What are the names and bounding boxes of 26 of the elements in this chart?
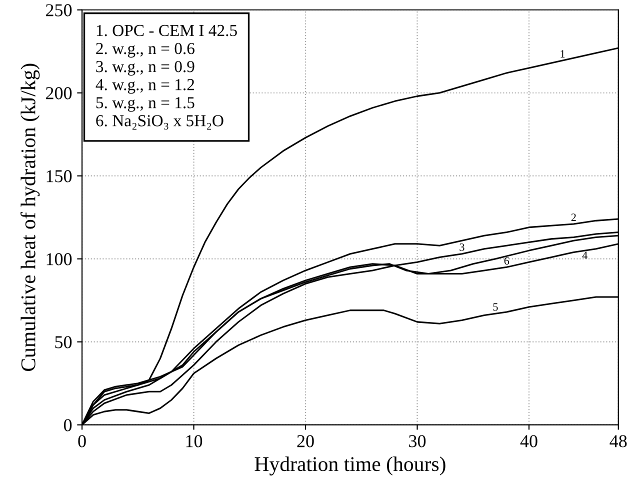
x-tick-label: 48 bbox=[610, 435, 627, 448]
annotation: 5. w.g., n = 1.5 bbox=[96, 97, 194, 112]
y-tick-label: 50 bbox=[55, 336, 72, 348]
x-tick-label: 10 bbox=[186, 435, 202, 448]
y-tick-label: 250 bbox=[46, 4, 72, 16]
annotation: 1. OPC - CEM I 42.5 bbox=[96, 24, 237, 36]
series-label: 1 bbox=[560, 50, 565, 58]
y-axis-title: Cumulative heat of hydration (kJ/kg) bbox=[20, 64, 40, 371]
x-tick-label: 30 bbox=[409, 435, 426, 448]
y-tick-label: 200 bbox=[46, 87, 72, 100]
x-tick-label: 20 bbox=[297, 435, 314, 448]
y-tick-label: 100 bbox=[46, 253, 72, 266]
series-label: 4 bbox=[582, 252, 588, 259]
series-label: 5 bbox=[493, 303, 498, 311]
x-tick-label: 40 bbox=[520, 435, 538, 448]
annotation: 3. w.g., n = 0.9 bbox=[96, 60, 194, 76]
y-tick-label: 150 bbox=[46, 170, 72, 182]
annotation: 2. w.g., n = 0.6 bbox=[96, 42, 194, 58]
x-tick-label: 0 bbox=[78, 435, 86, 448]
y-tick-label: 0 bbox=[64, 419, 72, 432]
series-label: 6 bbox=[504, 257, 510, 265]
annotation: 6. Na₂SiO₃ x 5H₂O bbox=[96, 115, 224, 130]
series-label: 2 bbox=[571, 214, 576, 221]
series-label: 3 bbox=[460, 243, 464, 251]
x-axis-title: Hydration time (hours) bbox=[254, 456, 446, 476]
annotation: 4. w.g., n = 1.2 bbox=[96, 79, 194, 94]
